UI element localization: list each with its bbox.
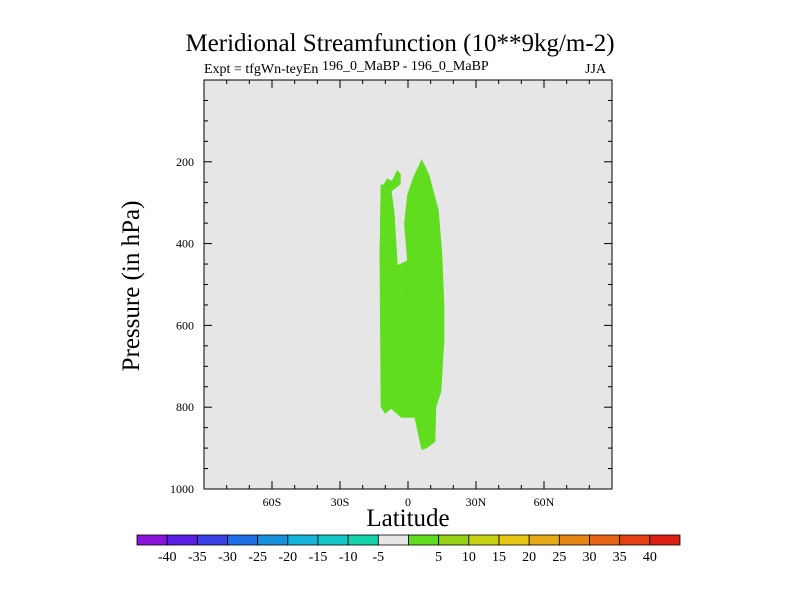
colorbar-box — [287, 534, 319, 546]
experiment-label: Expt = tfgWn-teyEn — [204, 62, 319, 77]
colorbar-label: 15 — [492, 550, 506, 565]
x-axis-label: Latitude — [366, 505, 450, 532]
colorbar-box — [649, 534, 681, 546]
colorbar-box — [166, 534, 198, 546]
chart-title: Meridional Streamfunction (10**9kg/m-2) — [185, 30, 615, 57]
colorbar-label: 35 — [613, 550, 627, 565]
colorbar-label: 25 — [552, 550, 566, 565]
colorbar-box — [317, 534, 349, 546]
x-tick-label: 30S — [331, 495, 350, 509]
colorbar-label: -20 — [278, 550, 297, 565]
y-tick-label: 200 — [176, 155, 194, 169]
comparison-label: 196_0_MaBP - 196_0_MaBP — [322, 59, 489, 74]
colorbar-box — [589, 534, 621, 546]
colorbar-label: 30 — [583, 550, 597, 565]
colorbar-label: -30 — [218, 550, 237, 565]
colorbar-box — [196, 534, 228, 546]
axis-ticks: 60S 30S 0 30N 60N 200 400 600 800 1000 — [170, 80, 612, 509]
x-tick-label: 30N — [466, 495, 487, 509]
colorbar-box — [468, 534, 500, 546]
colorbar: -40 -35 -30 -25 -20 -15 -10 -5 5 10 15 20 25 30 35 40 — [136, 534, 681, 565]
colorbar-box — [136, 534, 168, 546]
colorbar-label: 5 — [435, 550, 442, 565]
x-tick-label: 60N — [534, 495, 555, 509]
x-tick-label: 0 — [405, 495, 411, 509]
x-tick-label: 60S — [263, 495, 282, 509]
y-tick-label: 1000 — [170, 482, 194, 496]
colorbar-label: 20 — [522, 550, 536, 565]
y-tick-label: 400 — [176, 237, 194, 251]
y-tick-label: 800 — [176, 400, 194, 414]
colorbar-label: 10 — [462, 550, 476, 565]
colorbar-box — [558, 534, 590, 546]
colorbar-box — [377, 534, 409, 546]
contour-fills — [379, 159, 445, 451]
colorbar-box — [408, 534, 440, 546]
colorbar-label: -5 — [372, 550, 384, 565]
colorbar-box — [498, 534, 530, 546]
colorbar-box — [227, 534, 259, 546]
colorbar-box — [347, 534, 379, 546]
colorbar-label: -35 — [188, 550, 207, 565]
y-tick-label: 600 — [176, 318, 194, 332]
colorbar-label: -10 — [339, 550, 358, 565]
colorbar-box — [257, 534, 289, 546]
colorbar-box — [528, 534, 560, 546]
colorbar-label: 40 — [643, 550, 657, 565]
colorbar-label: -15 — [309, 550, 328, 565]
colorbar-label: -25 — [248, 550, 267, 565]
season-label: JJA — [585, 62, 607, 77]
contour-region-1 — [379, 170, 408, 303]
colorbar-label: -40 — [158, 550, 177, 565]
colorbar-box — [438, 534, 470, 546]
colorbar-box — [619, 534, 651, 546]
